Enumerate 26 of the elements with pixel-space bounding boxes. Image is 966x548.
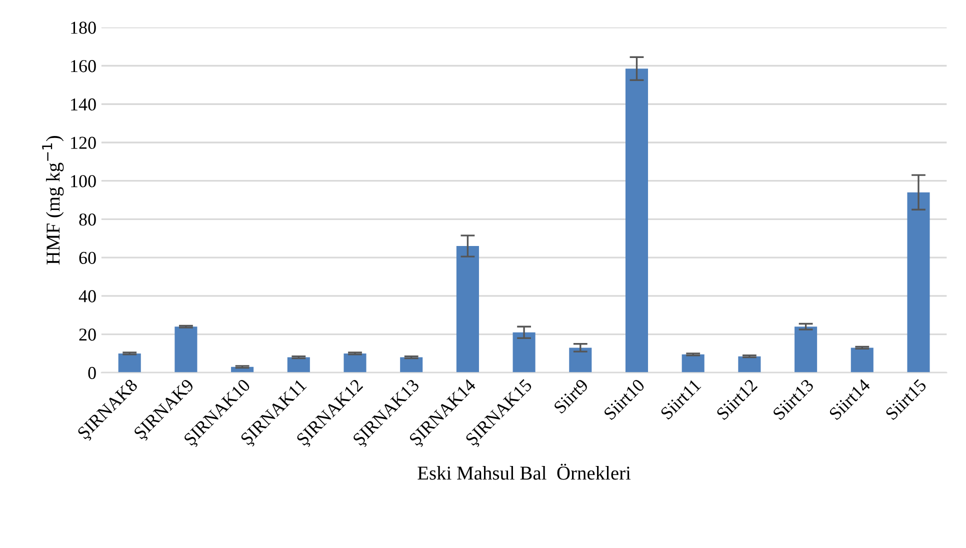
bar (512, 332, 536, 373)
bar (287, 357, 310, 373)
y-tick-label: 60 (79, 252, 96, 264)
bar (682, 354, 704, 373)
bar (456, 246, 479, 373)
x-axis-title: Eski Mahsul Bal Örnekleri (418, 464, 631, 480)
y-tick-label: 140 (71, 98, 96, 111)
bar (625, 68, 648, 373)
bar (738, 356, 761, 373)
bar (569, 348, 592, 373)
y-tick-label: 20 (79, 328, 96, 341)
y-axis-title: HMF (mg kg$^{−1}$) (42, 136, 64, 265)
bar (850, 348, 874, 373)
y-tick-label: 100 (71, 175, 96, 188)
bar (118, 353, 141, 373)
bar (174, 326, 198, 373)
y-tick-label: 120 (71, 136, 96, 149)
bar (344, 353, 366, 373)
y-tick-label: 0 (88, 366, 96, 380)
y-tick-label: 80 (79, 213, 96, 226)
bar (400, 357, 423, 373)
y-tick-label: 40 (78, 290, 96, 302)
bar (907, 192, 930, 373)
y-tick-label: 180 (71, 22, 96, 34)
y-tick-label: 160 (71, 60, 96, 72)
bar (794, 326, 818, 373)
